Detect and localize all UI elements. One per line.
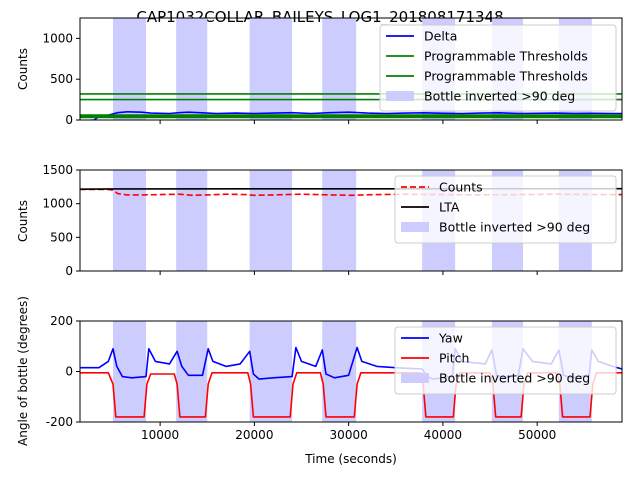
- ytick-label: -200: [46, 415, 73, 429]
- ytick-label: 500: [50, 72, 73, 86]
- series-delta-1: [80, 111, 622, 120]
- legend-label: Pitch: [439, 351, 469, 366]
- legend-label: LTA: [439, 200, 460, 215]
- panels: 0 500 1000 Counts Delta Programmable Threshol…: [16, 17, 623, 466]
- inverted-span-4: [322, 18, 357, 120]
- y-axis-label: Counts: [16, 48, 30, 90]
- legend-label: Bottle inverted >90 deg: [439, 220, 590, 235]
- panel-angle: -200 0 200 10000 20000 30000 40000 50000 Angle o…: [16, 296, 623, 466]
- xtick-label: 50000: [518, 428, 556, 442]
- inverted-span-1: [112, 321, 146, 422]
- ytick-label: 1000: [42, 31, 73, 45]
- y-axis-label: Counts: [16, 200, 30, 242]
- inverted-span-4: [322, 170, 357, 271]
- legend-label: Bottle inverted >90 deg: [439, 371, 590, 386]
- legend-label: Yaw: [438, 331, 463, 346]
- legend-label: Programmable Thresholds: [424, 49, 588, 64]
- inverted-span-3: [249, 170, 293, 271]
- panel-delta: 0 500 1000 Counts Delta Programmable Threshol…: [16, 17, 623, 127]
- ytick-label: 0: [65, 113, 73, 127]
- inverted-span-3: [249, 18, 293, 120]
- legend-label: Programmable Thresholds: [424, 69, 588, 84]
- inverted-span-4: [322, 321, 357, 422]
- legend-label: Counts: [439, 180, 483, 195]
- inverted-span-1: [112, 18, 146, 120]
- legend-swatch: [401, 222, 429, 232]
- x-axis-label: Time (seconds): [304, 452, 397, 466]
- legend: Yaw Pitch Bottle inverted >90 deg: [394, 326, 617, 395]
- legend: Delta Programmable Thresholds Programmable…: [379, 24, 617, 112]
- ytick-label: 500: [50, 230, 73, 244]
- legend-label: Delta: [424, 29, 457, 44]
- xtick-label: 20000: [235, 428, 273, 442]
- inverted-span-1: [112, 170, 146, 271]
- inverted-span-2: [176, 321, 208, 422]
- ytick-label: 200: [50, 314, 73, 328]
- legend-swatch: [401, 373, 429, 383]
- xtick-label: 10000: [141, 428, 179, 442]
- legend: Counts LTA Bottle inverted >90 deg: [394, 175, 617, 244]
- ytick-label: 1000: [42, 197, 73, 211]
- ytick-label: 0: [65, 264, 73, 278]
- ytick-label: 0: [65, 365, 73, 379]
- inverted-span-2: [176, 170, 208, 271]
- xtick-label: 40000: [424, 428, 462, 442]
- legend-swatch: [386, 91, 414, 101]
- axes-frame: [79, 169, 623, 272]
- axes-frame: [79, 17, 623, 121]
- legend-label: Bottle inverted >90 deg: [424, 89, 575, 104]
- xtick-label: 30000: [330, 428, 368, 442]
- inverted-span-2: [176, 18, 208, 120]
- y-axis-label: Angle of bottle (degrees): [16, 296, 30, 446]
- panel-counts: 0 500 1000 1500 Counts Counts LTA Bottle invert…: [16, 163, 623, 278]
- inverted-span-3: [249, 321, 293, 422]
- legend-box: [394, 175, 617, 244]
- legend-box: [379, 24, 617, 112]
- ytick-label: 1500: [42, 163, 73, 177]
- legend-box: [394, 326, 617, 395]
